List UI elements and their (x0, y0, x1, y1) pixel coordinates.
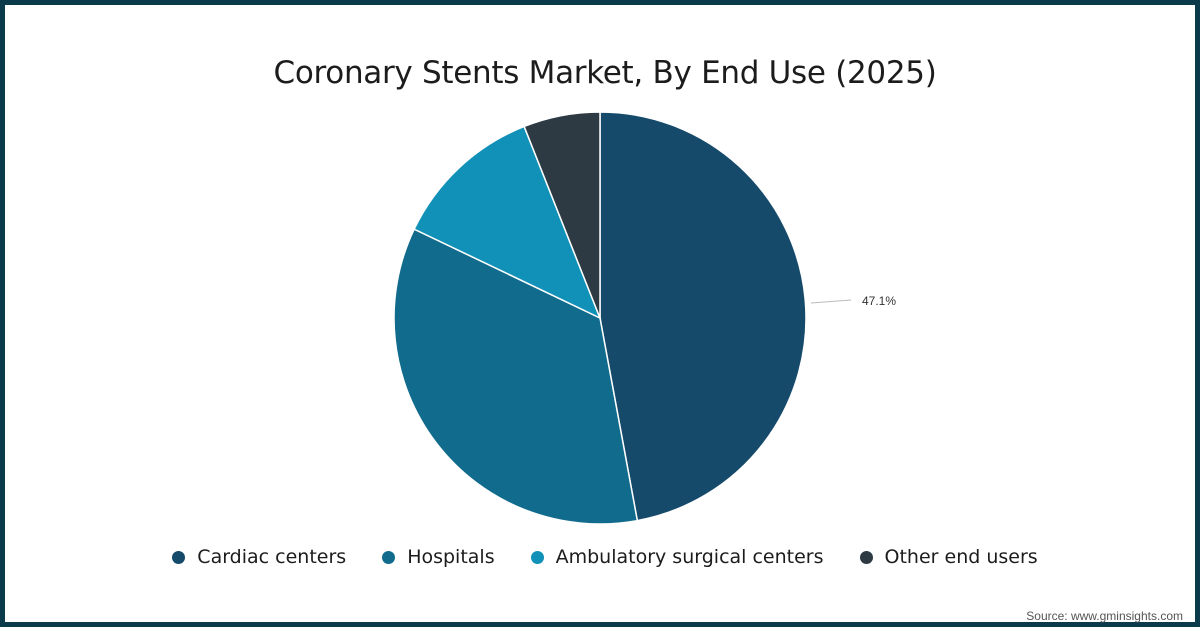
legend-dot-icon (859, 550, 873, 564)
pie-slices (393, 111, 807, 525)
legend-item-cardiac-centers[interactable]: Cardiac centers (172, 546, 346, 568)
legend-dot-icon (172, 550, 186, 564)
legend-label: Other end users (884, 546, 1038, 568)
pie-slice-ambulatory-surgical-centers[interactable] (413, 125, 602, 320)
legend-label: Hospitals (407, 546, 495, 568)
legend-item-ambulatory-surgical-centers[interactable]: Ambulatory surgical centers (530, 546, 824, 568)
pie-slice-hospitals[interactable] (393, 228, 639, 525)
legend-dot-icon (382, 550, 396, 564)
pie-chart: 47.1% (393, 111, 896, 525)
data-label-cardiac-centers: 47.1% (862, 294, 896, 308)
legend-item-other-end-users[interactable]: Other end users (859, 546, 1038, 568)
legend-label: Cardiac centers (197, 546, 347, 568)
legend-label: Ambulatory surgical centers (555, 546, 824, 568)
chart-title: Coronary Stents Market, By End Use (2025… (273, 55, 937, 91)
data-label-leader-line (810, 299, 852, 304)
legend-item-hospitals[interactable]: Hospitals (382, 546, 495, 568)
pie-slice-cardiac-centers[interactable] (599, 111, 807, 522)
chart-legend: Cardiac centers Hospitals Ambulatory sur… (5, 546, 1200, 568)
legend-dot-icon (530, 550, 544, 564)
pie-slice-other-end-users[interactable] (523, 111, 601, 319)
source-note: Source: www.gminsights.com (1026, 609, 1183, 623)
